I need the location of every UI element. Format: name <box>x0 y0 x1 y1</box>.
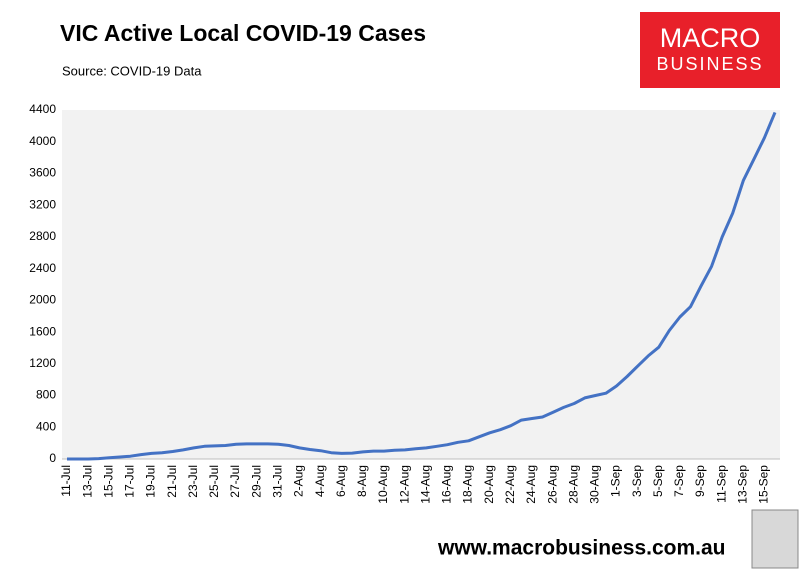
x-tick-label: 14-Aug <box>418 465 432 504</box>
x-tick-label: 11-Sep <box>714 465 728 503</box>
x-tick-label: 10-Aug <box>376 465 390 504</box>
x-tick-label: 3-Sep <box>630 465 644 497</box>
x-tick-label: 28-Aug <box>566 465 580 504</box>
y-tick-label: 3600 <box>29 166 56 180</box>
x-tick-label: 9-Sep <box>693 465 707 497</box>
x-tick-label: 18-Aug <box>461 465 475 504</box>
y-tick-label: 400 <box>36 419 56 433</box>
x-tick-label: 12-Aug <box>397 465 411 504</box>
x-tick-label: 25-Jul <box>207 465 221 498</box>
logo-text: BUSINESS <box>656 54 763 74</box>
x-tick-label: 17-Jul <box>123 465 137 498</box>
x-tick-label: 20-Aug <box>482 465 496 504</box>
y-tick-label: 2000 <box>29 293 56 307</box>
x-tick-label: 15-Jul <box>101 465 115 498</box>
x-tick-label: 13-Sep <box>735 465 749 504</box>
x-tick-label: 27-Jul <box>228 465 242 498</box>
x-tick-label: 26-Aug <box>545 465 559 504</box>
x-tick-label: 30-Aug <box>588 465 602 504</box>
x-tick-label: 6-Aug <box>334 465 348 497</box>
x-tick-label: 1-Sep <box>609 465 623 497</box>
y-tick-label: 800 <box>36 388 56 402</box>
logo-box <box>640 12 780 88</box>
x-tick-label: 29-Jul <box>249 465 263 498</box>
x-tick-label: 15-Sep <box>757 465 771 504</box>
y-tick-label: 3200 <box>29 197 56 211</box>
chart-subtitle: Source: COVID-19 Data <box>62 63 202 78</box>
x-tick-label: 7-Sep <box>672 465 686 497</box>
y-tick-label: 2400 <box>29 261 56 275</box>
x-tick-label: 23-Jul <box>186 465 200 498</box>
plot-area <box>62 110 780 459</box>
x-tick-label: 19-Jul <box>144 465 158 498</box>
footer: www.macrobusiness.com.au <box>437 537 725 560</box>
x-tick-label: 2-Aug <box>292 465 306 497</box>
series-line <box>67 111 777 461</box>
x-tick-label: 24-Aug <box>524 465 538 504</box>
y-tick-label: 1200 <box>29 356 56 370</box>
chart-title: VIC Active Local COVID-19 Cases <box>60 20 426 46</box>
y-tick-label: 0 <box>49 451 56 465</box>
x-tick-label: 11-Jul <box>59 465 73 497</box>
x-tick-label: 5-Sep <box>651 465 665 497</box>
logo-text: MACRO <box>660 23 761 53</box>
x-tick-label: 4-Aug <box>313 465 327 497</box>
x-tick-label: 13-Jul <box>80 465 94 498</box>
y-tick-label: 1600 <box>29 324 56 338</box>
x-tick-label: 22-Aug <box>503 465 517 504</box>
logo-icon <box>751 509 799 569</box>
x-tick-label: 21-Jul <box>165 465 179 498</box>
x-tick-label: 31-Jul <box>271 465 285 498</box>
x-tick-label: 8-Aug <box>355 465 369 497</box>
x-tick-label: 16-Aug <box>440 465 454 504</box>
y-tick-label: 4000 <box>29 134 56 148</box>
y-tick-label: 2800 <box>29 229 56 243</box>
y-tick-label: 4400 <box>29 102 56 116</box>
